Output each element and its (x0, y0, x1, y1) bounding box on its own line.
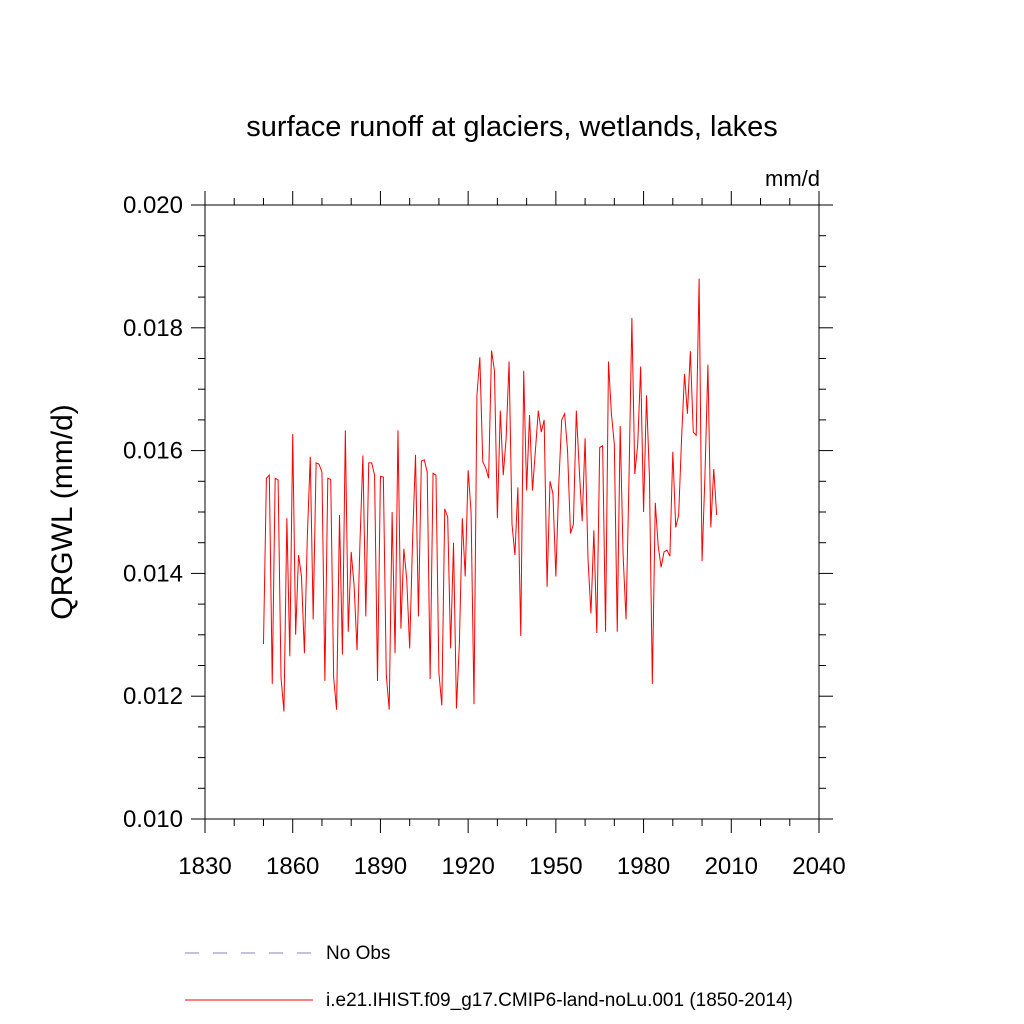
x-tick-label: 1920 (441, 853, 494, 880)
y-tick-label: 0.012 (123, 683, 183, 710)
x-axis-tick-labels: 1830 1860 1890 1920 1950 1980 2010 2040 (178, 853, 845, 880)
y-tick-label: 0.010 (123, 806, 183, 833)
units-label: mm/d (765, 166, 820, 191)
legend-label-model: i.e21.IHIST.f09_g17.CMIP6-land-noLu.001 … (326, 990, 793, 1011)
x-tick-label: 2010 (705, 853, 758, 880)
chart-title: surface runoff at glaciers, wetlands, la… (246, 111, 777, 143)
y-axis-ticks (191, 204, 833, 820)
legend-label-no-obs: No Obs (326, 943, 390, 964)
x-tick-label: 1980 (617, 853, 670, 880)
y-axis-label: QRGWL (mm/d) (46, 404, 79, 620)
series-line (262, 278, 718, 712)
y-tick-label: 0.020 (123, 192, 183, 219)
x-tick-label: 1830 (178, 853, 231, 880)
y-tick-label: 0.014 (123, 560, 183, 587)
x-tick-label: 1950 (529, 853, 582, 880)
x-tick-label: 2040 (792, 853, 845, 880)
x-tick-label: 1890 (354, 853, 407, 880)
x-tick-label: 1860 (266, 853, 319, 880)
y-tick-label: 0.018 (123, 315, 183, 342)
legend: No Obs i.e21.IHIST.f09_g17.CMIP6-land-no… (185, 943, 793, 1011)
y-tick-label: 0.016 (123, 438, 183, 465)
y-axis-tick-labels: 0.010 0.012 0.014 0.016 0.018 0.020 (123, 192, 183, 833)
x-axis-ticks (204, 191, 820, 833)
